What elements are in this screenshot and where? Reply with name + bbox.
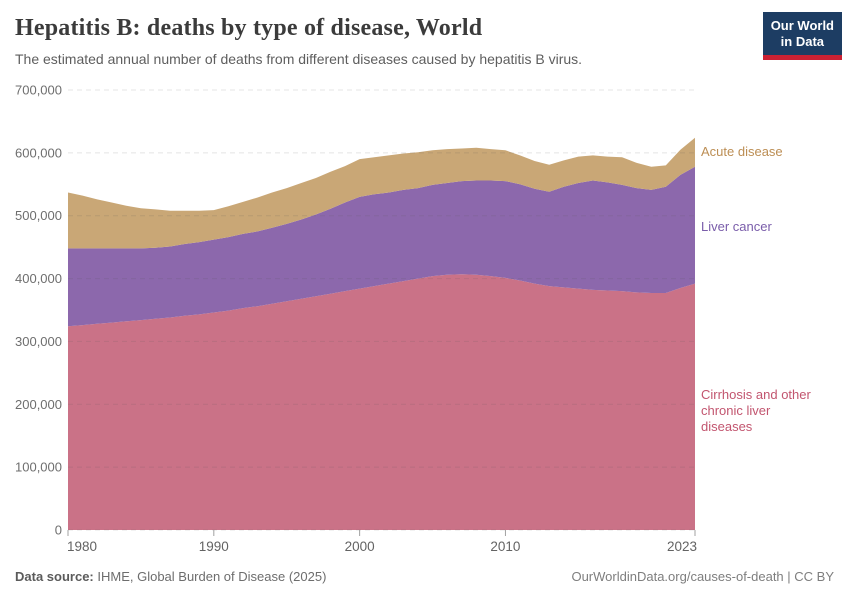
svg-text:200,000: 200,000 <box>15 397 62 412</box>
svg-text:2000: 2000 <box>345 539 375 554</box>
svg-text:0: 0 <box>55 523 62 538</box>
data-source: Data source: IHME, Global Burden of Dise… <box>15 569 326 585</box>
svg-text:100,000: 100,000 <box>15 460 62 475</box>
page-title: Hepatitis B: deaths by type of disease, … <box>15 15 483 41</box>
owid-logo-line2: in Data <box>780 34 825 49</box>
x-axis-ticks <box>67 530 696 536</box>
y-axis-labels: 0 100,000 200,000 300,000 400,000 500,000 600,… <box>15 83 62 538</box>
y-gridlines <box>68 89 695 531</box>
svg-text:300,000: 300,000 <box>15 334 62 349</box>
attribution-link[interactable]: OurWorldinData.org/causes-of-death | CC … <box>571 569 834 584</box>
area-layers <box>68 137 695 530</box>
data-source-label: Data source: <box>15 569 94 584</box>
svg-text:1990: 1990 <box>199 539 229 554</box>
svg-text:600,000: 600,000 <box>15 145 62 160</box>
svg-text:700,000: 700,000 <box>15 83 62 98</box>
chart-footer: Data source: IHME, Global Burden of Dise… <box>15 569 834 585</box>
legend-cirrhosis[interactable]: Cirrhosis and other chronic liver diseas… <box>701 387 811 434</box>
owid-logo[interactable]: Our World in Data <box>762 12 842 60</box>
owid-logo-line1: Our World <box>770 18 834 33</box>
svg-text:400,000: 400,000 <box>15 271 62 286</box>
area-cirrhosis-and-other-chronic-liver-diseases[interactable] <box>68 274 695 530</box>
legend-liver-cancer[interactable]: Liver cancer <box>701 219 772 234</box>
svg-text:500,000: 500,000 <box>15 208 62 223</box>
data-source-value: IHME, Global Burden of Disease (2025) <box>93 569 327 584</box>
area-acute-disease[interactable] <box>68 137 695 249</box>
area-liver-cancer[interactable] <box>68 166 695 327</box>
chart-subtitle: The estimated annual number of deaths fr… <box>15 51 583 67</box>
svg-text:2010: 2010 <box>490 539 520 554</box>
svg-text:1980: 1980 <box>67 539 97 554</box>
x-axis-labels: 1980 1990 2000 2010 2023 <box>67 539 697 554</box>
legend-acute-disease[interactable]: Acute disease <box>701 144 783 159</box>
svg-text:2023: 2023 <box>667 539 697 554</box>
